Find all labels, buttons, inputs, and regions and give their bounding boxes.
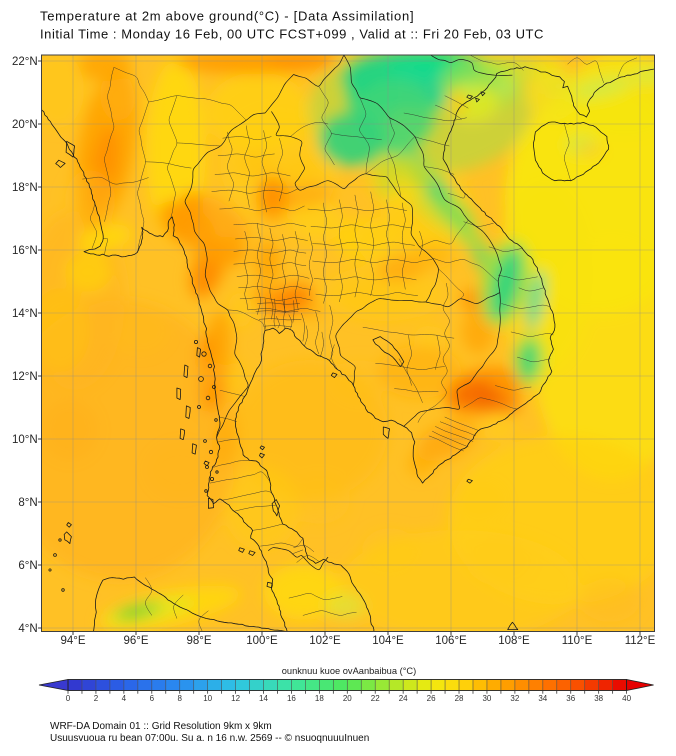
svg-text:96°E: 96°E	[123, 635, 148, 647]
svg-text:26: 26	[427, 694, 436, 703]
svg-text:8: 8	[177, 694, 182, 703]
svg-text:22: 22	[371, 694, 380, 703]
svg-text:22°N: 22°N	[12, 56, 38, 68]
svg-text:12: 12	[231, 694, 240, 703]
svg-text:112°E: 112°E	[625, 635, 656, 647]
svg-text:10°N: 10°N	[12, 434, 38, 446]
svg-text:104°E: 104°E	[372, 635, 404, 647]
svg-text:WRF-DA Domain 01 :: Grid Resol: WRF-DA Domain 01 :: Grid Resolution 9km …	[50, 721, 272, 732]
svg-text:94°E: 94°E	[60, 635, 85, 647]
svg-text:40: 40	[622, 694, 631, 703]
svg-text:108°E: 108°E	[498, 635, 530, 647]
svg-text:100°E: 100°E	[246, 635, 278, 647]
svg-text:28: 28	[455, 694, 464, 703]
svg-text:ounknuu kuoe ovAanbaibua (°C): ounknuu kuoe ovAanbaibua (°C)	[282, 666, 416, 676]
svg-text:Usuusvuoua ru bean 07:00u. Su: Usuusvuoua ru bean 07:00u. Su a. n 16 n.…	[50, 733, 369, 744]
svg-text:20°N: 20°N	[12, 119, 38, 131]
svg-text:16: 16	[287, 694, 296, 703]
svg-text:18°N: 18°N	[12, 182, 38, 194]
svg-text:4°N: 4°N	[18, 623, 37, 635]
svg-text:14°N: 14°N	[12, 308, 38, 320]
svg-text:6: 6	[150, 694, 155, 703]
svg-text:10: 10	[203, 694, 212, 703]
svg-text:20: 20	[343, 694, 352, 703]
svg-text:38: 38	[594, 694, 603, 703]
svg-text:102°E: 102°E	[309, 635, 341, 647]
svg-text:18: 18	[315, 694, 324, 703]
svg-text:4: 4	[122, 694, 127, 703]
svg-text:14: 14	[259, 694, 268, 703]
svg-text:16°N: 16°N	[12, 245, 38, 257]
svg-text:30: 30	[482, 694, 491, 703]
svg-text:2: 2	[94, 694, 99, 703]
svg-text:12°N: 12°N	[12, 371, 38, 383]
svg-text:106°E: 106°E	[435, 635, 467, 647]
svg-text:36: 36	[566, 694, 575, 703]
svg-text:24: 24	[399, 694, 408, 703]
svg-text:32: 32	[510, 694, 519, 703]
svg-text:Initial Time : Monday 16 Feb,: Initial Time : Monday 16 Feb, 00 UTC FCS…	[40, 27, 544, 42]
svg-text:110°E: 110°E	[562, 635, 593, 647]
svg-text:98°E: 98°E	[186, 635, 211, 647]
svg-text:8°N: 8°N	[18, 497, 37, 509]
svg-text:34: 34	[538, 694, 547, 703]
svg-text:Temperature at 2m above ground: Temperature at 2m above ground(°C) - [Da…	[40, 9, 414, 24]
svg-text:0: 0	[66, 694, 71, 703]
svg-text:6°N: 6°N	[18, 560, 37, 572]
